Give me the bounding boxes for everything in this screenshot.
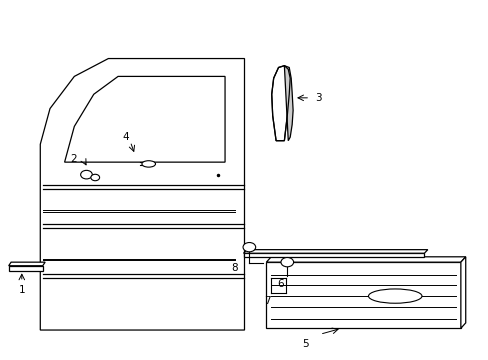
Polygon shape: [460, 257, 465, 328]
Circle shape: [81, 170, 92, 179]
Polygon shape: [243, 249, 427, 253]
Text: 1: 1: [19, 285, 25, 296]
Text: 4: 4: [122, 132, 128, 142]
Polygon shape: [271, 66, 289, 141]
Text: 6: 6: [277, 279, 284, 289]
Polygon shape: [266, 262, 460, 328]
Text: 5: 5: [302, 339, 308, 349]
Text: 7: 7: [264, 296, 271, 306]
Circle shape: [281, 257, 293, 267]
Polygon shape: [64, 76, 224, 162]
Polygon shape: [284, 66, 292, 141]
Polygon shape: [40, 59, 244, 330]
Circle shape: [243, 243, 255, 252]
Polygon shape: [9, 266, 42, 271]
Text: 3: 3: [314, 93, 321, 103]
Polygon shape: [243, 253, 424, 257]
Text: 8: 8: [231, 262, 238, 273]
FancyBboxPatch shape: [167, 169, 204, 180]
Ellipse shape: [142, 161, 155, 167]
Circle shape: [91, 174, 100, 181]
Polygon shape: [266, 257, 465, 262]
Ellipse shape: [368, 289, 421, 303]
Polygon shape: [9, 262, 45, 266]
Text: 2: 2: [70, 154, 77, 163]
